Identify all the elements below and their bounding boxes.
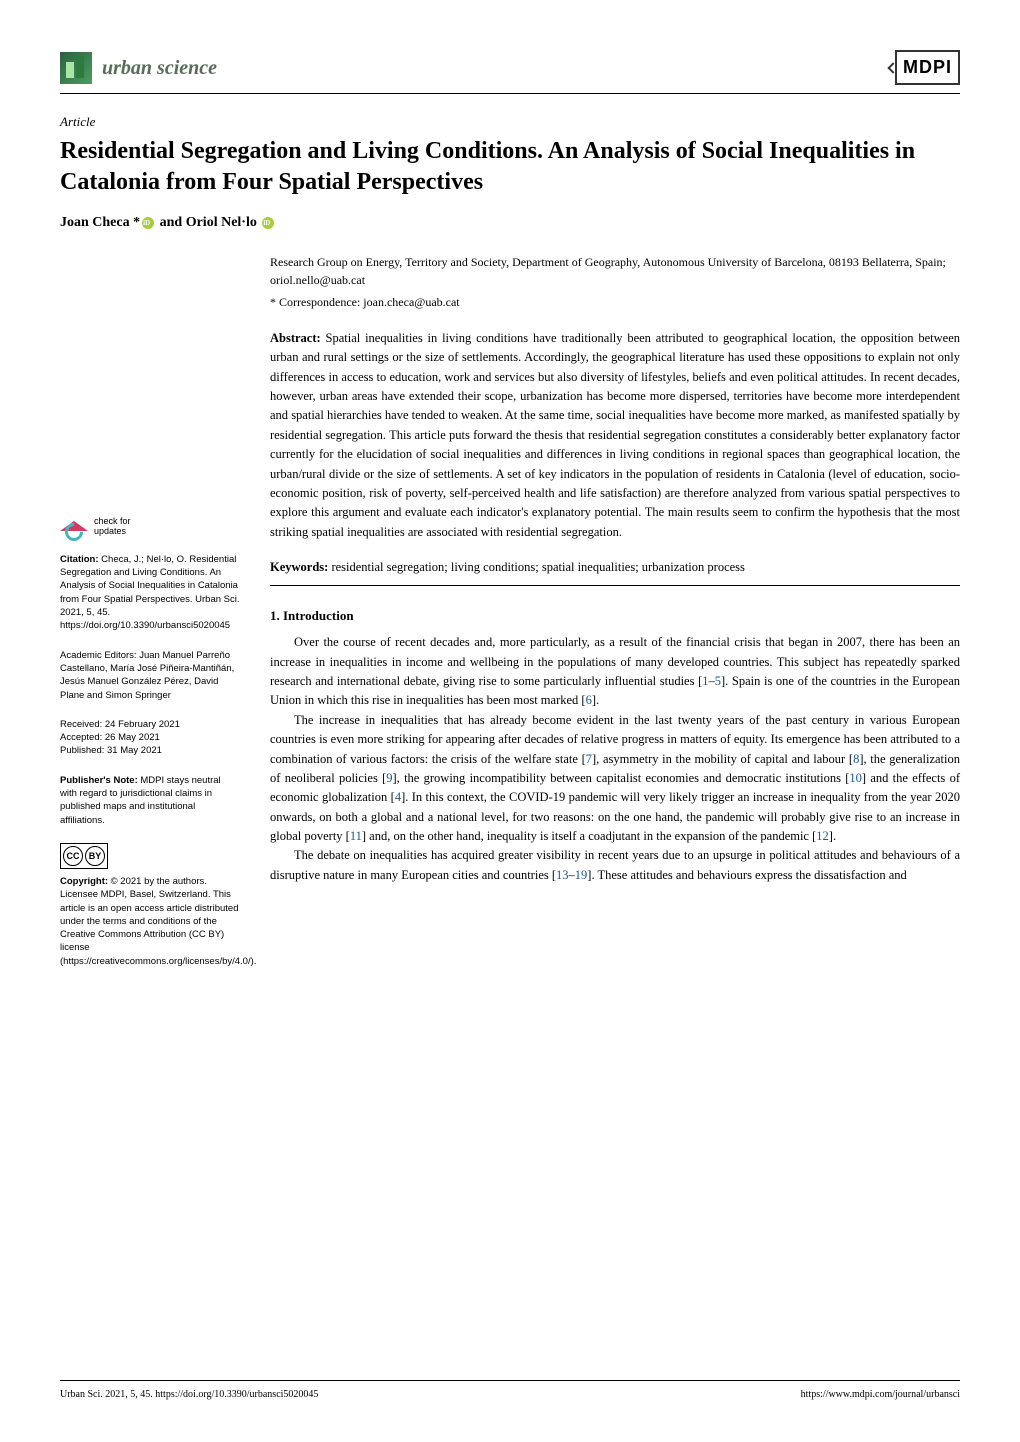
citation-block: Citation: Checa, J.; Nel·lo, O. Resident… <box>60 553 240 633</box>
by-icon: BY <box>85 846 105 866</box>
citation-text: Checa, J.; Nel·lo, O. Residential Segreg… <box>60 554 240 631</box>
publishers-note-block: Publisher's Note: MDPI stays neutral wit… <box>60 774 240 827</box>
authors: Joan Checa * and Oriol Nel·lo <box>60 212 960 233</box>
footer: Urban Sci. 2021, 5, 45. https://doi.org/… <box>60 1380 960 1402</box>
main-column: Research Group on Energy, Territory and … <box>270 253 960 984</box>
header: urban science MDPI <box>60 50 960 94</box>
ref-link[interactable]: 12 <box>816 829 829 843</box>
orcid-icon[interactable] <box>262 217 274 229</box>
affiliation: Research Group on Energy, Territory and … <box>270 253 960 289</box>
copyright-text: © 2021 by the authors. Licensee MDPI, Ba… <box>60 876 256 967</box>
ref-link[interactable]: 19 <box>575 868 588 882</box>
ref-link[interactable]: 10 <box>849 771 862 785</box>
section-divider <box>270 585 960 586</box>
editors-block: Academic Editors: Juan Manuel Parreño Ca… <box>60 649 240 702</box>
keywords: Keywords: residential segregation; livin… <box>270 558 960 577</box>
author-names-part1: Joan Checa * <box>60 215 140 230</box>
paragraph-1: Over the course of recent decades and, m… <box>270 633 960 711</box>
body-text: Over the course of recent decades and, m… <box>270 633 960 885</box>
journal-name: urban science <box>102 53 217 83</box>
article-type: Article <box>60 112 960 132</box>
paragraph-3: The debate on inequalities has acquired … <box>270 846 960 885</box>
check-updates-text: check for updates <box>94 517 131 537</box>
author-names-part2: and Oriol Nel·lo <box>160 215 261 230</box>
journal-brand: urban science <box>60 52 217 84</box>
journal-logo-icon <box>60 52 92 84</box>
footer-left: Urban Sci. 2021, 5, 45. https://doi.org/… <box>60 1387 318 1402</box>
abstract: Abstract: Spatial inequalities in living… <box>270 329 960 542</box>
abstract-text: Spatial inequalities in living condition… <box>270 331 960 539</box>
dates-block: Received: 24 February 2021 Accepted: 26 … <box>60 718 240 758</box>
footer-right[interactable]: https://www.mdpi.com/journal/urbansci <box>801 1387 960 1402</box>
cc-icon: CC <box>63 846 83 866</box>
citation-label: Citation: <box>60 554 99 565</box>
keywords-label: Keywords: <box>270 560 328 574</box>
check-updates-badge[interactable]: check for updates <box>60 513 240 541</box>
article-title: Residential Segregation and Living Condi… <box>60 136 960 198</box>
cc-badge[interactable]: CC BY <box>60 843 108 869</box>
paragraph-2: The increase in inequalities that has al… <box>270 711 960 847</box>
publisher-logo: MDPI <box>895 50 960 85</box>
sidebar: check for updates Citation: Checa, J.; N… <box>60 253 240 984</box>
received-date: Received: 24 February 2021 <box>60 718 240 731</box>
ref-link[interactable]: 11 <box>350 829 362 843</box>
check-updates-icon <box>60 513 88 541</box>
accepted-date: Accepted: 26 May 2021 <box>60 731 240 744</box>
orcid-icon[interactable] <box>142 217 154 229</box>
license-block: CC BY Copyright: © 2021 by the authors. … <box>60 843 240 968</box>
editors-label: Academic Editors: <box>60 650 137 661</box>
copyright-label: Copyright: <box>60 876 108 887</box>
correspondence: * Correspondence: joan.checa@uab.cat <box>270 293 960 311</box>
keywords-text: residential segregation; living conditio… <box>331 560 744 574</box>
ref-link[interactable]: 13 <box>556 868 569 882</box>
abstract-label: Abstract: <box>270 331 321 345</box>
published-date: Published: 31 May 2021 <box>60 744 240 757</box>
pubnote-label: Publisher's Note: <box>60 775 138 786</box>
section-heading: 1. Introduction <box>270 606 960 626</box>
